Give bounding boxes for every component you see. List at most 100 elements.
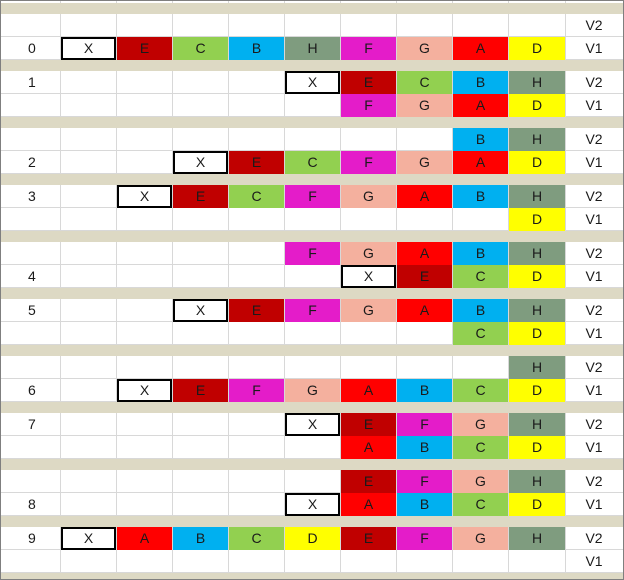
cell-item-h[interactable]: H [509, 242, 565, 265]
cell-marker-x[interactable]: X [285, 493, 340, 516]
cell-item-b[interactable]: B [453, 71, 508, 94]
cell-item-f[interactable]: F [229, 379, 284, 402]
cell-item-e[interactable]: E [341, 470, 396, 493]
step-index[interactable]: 3 [28, 188, 36, 204]
cell-item-a[interactable]: A [397, 242, 452, 265]
cell-item-e[interactable]: E [229, 299, 284, 322]
cell-item-g[interactable]: G [397, 37, 452, 60]
cell-item-e[interactable]: E [117, 37, 172, 60]
cell-item-c[interactable]: C [453, 265, 508, 288]
cell-marker-x[interactable]: X [285, 413, 340, 436]
cell-item-f[interactable]: F [341, 94, 396, 117]
cell-item-d[interactable]: D [509, 94, 565, 117]
cell-item-a[interactable]: A [117, 527, 172, 550]
cell-item-a[interactable]: A [341, 379, 396, 402]
step-index[interactable]: 4 [28, 268, 36, 284]
cell-item-f[interactable]: F [341, 37, 396, 60]
cell-item-d[interactable]: D [509, 37, 565, 60]
cell-item-a[interactable]: A [397, 185, 452, 208]
cell-item-c[interactable]: C [453, 436, 508, 459]
cell-item-f[interactable]: F [341, 151, 396, 174]
cell-item-b[interactable]: B [397, 379, 452, 402]
cell-item-g[interactable]: G [341, 242, 396, 265]
step-index[interactable]: 7 [28, 416, 36, 432]
cell-item-a[interactable]: A [453, 151, 508, 174]
cell-marker-x[interactable]: X [117, 185, 172, 208]
cell-item-d[interactable]: D [509, 436, 565, 459]
cell-item-c[interactable]: C [453, 379, 508, 402]
cell-marker-x[interactable]: X [341, 265, 396, 288]
cell-item-d[interactable]: D [509, 208, 565, 231]
cell-item-h[interactable]: H [509, 356, 565, 379]
cell-item-h[interactable]: H [509, 470, 565, 493]
cell-item-h[interactable]: H [509, 527, 565, 550]
cell-item-a[interactable]: A [397, 299, 452, 322]
cell-item-d[interactable]: D [509, 265, 565, 288]
step-index[interactable]: 8 [28, 496, 36, 512]
cell-marker-x[interactable]: X [61, 527, 116, 550]
cell-item-h[interactable]: H [509, 185, 565, 208]
cell-item-f[interactable]: F [285, 242, 340, 265]
cell-item-h[interactable]: H [509, 128, 565, 151]
cell-item-h[interactable]: H [509, 299, 565, 322]
cell-marker-x[interactable]: X [173, 151, 228, 174]
cell-item-d[interactable]: D [509, 322, 565, 345]
cell-item-c[interactable]: C [229, 527, 284, 550]
step-index[interactable]: 1 [28, 74, 36, 90]
cell-item-d[interactable]: D [509, 493, 565, 516]
cell-item-b[interactable]: B [397, 436, 452, 459]
cell-item-f[interactable]: F [397, 470, 452, 493]
cell-item-f[interactable]: F [397, 527, 452, 550]
cell-item-b[interactable]: B [453, 185, 508, 208]
step-index[interactable]: 6 [28, 382, 36, 398]
cell-item-e[interactable]: E [173, 185, 228, 208]
cell-item-b[interactable]: B [453, 299, 508, 322]
cell-item-f[interactable]: F [397, 413, 452, 436]
cell-item-b[interactable]: B [453, 242, 508, 265]
cell-item-g[interactable]: G [341, 299, 396, 322]
cell-item-b[interactable]: B [173, 527, 228, 550]
cell-item-b[interactable]: B [397, 493, 452, 516]
cell-item-b[interactable]: B [453, 128, 508, 151]
cell-item-e[interactable]: E [173, 379, 228, 402]
cell-item-d[interactable]: D [509, 151, 565, 174]
cell-item-c[interactable]: C [397, 71, 452, 94]
cell-item-g[interactable]: G [285, 379, 340, 402]
cell-item-e[interactable]: E [397, 265, 452, 288]
cell-item-h[interactable]: H [509, 413, 565, 436]
cell-item-f[interactable]: F [285, 185, 340, 208]
cell-item-g[interactable]: G [453, 413, 508, 436]
cell-item-g[interactable]: G [341, 185, 396, 208]
cell-item-g[interactable]: G [453, 527, 508, 550]
cell-item-a[interactable]: A [453, 37, 508, 60]
cell-item-e[interactable]: E [341, 413, 396, 436]
cell-item-e[interactable]: E [341, 71, 396, 94]
cell-item-b[interactable]: B [229, 37, 284, 60]
cell-item-a[interactable]: A [341, 436, 396, 459]
cell-item-e[interactable]: E [341, 527, 396, 550]
cell-item-c[interactable]: C [453, 322, 508, 345]
cell-item-d[interactable]: D [285, 527, 340, 550]
step-index[interactable]: 9 [28, 530, 36, 546]
cell-item-c[interactable]: C [453, 493, 508, 516]
step-index[interactable]: 2 [28, 154, 36, 170]
cell-item-h[interactable]: H [285, 37, 340, 60]
cell-item-a[interactable]: A [341, 493, 396, 516]
cell-item-f[interactable]: F [285, 299, 340, 322]
cell-marker-x[interactable]: X [285, 71, 340, 94]
cell-marker-x[interactable]: X [117, 379, 172, 402]
cell-item-d[interactable]: D [509, 379, 565, 402]
cell-item-h[interactable]: H [509, 71, 565, 94]
cell-item-e[interactable]: E [229, 151, 284, 174]
cell-item-g[interactable]: G [453, 470, 508, 493]
cell-item-c[interactable]: C [229, 185, 284, 208]
step-index[interactable]: 5 [28, 302, 36, 318]
cell-item-a[interactable]: A [453, 94, 508, 117]
step-index[interactable]: 0 [28, 40, 36, 56]
cell-marker-x[interactable]: X [61, 37, 116, 60]
cell-item-c[interactable]: C [173, 37, 228, 60]
cell-item-c[interactable]: C [285, 151, 340, 174]
cell-item-g[interactable]: G [397, 151, 452, 174]
cell-item-g[interactable]: G [397, 94, 452, 117]
cell-marker-x[interactable]: X [173, 299, 228, 322]
